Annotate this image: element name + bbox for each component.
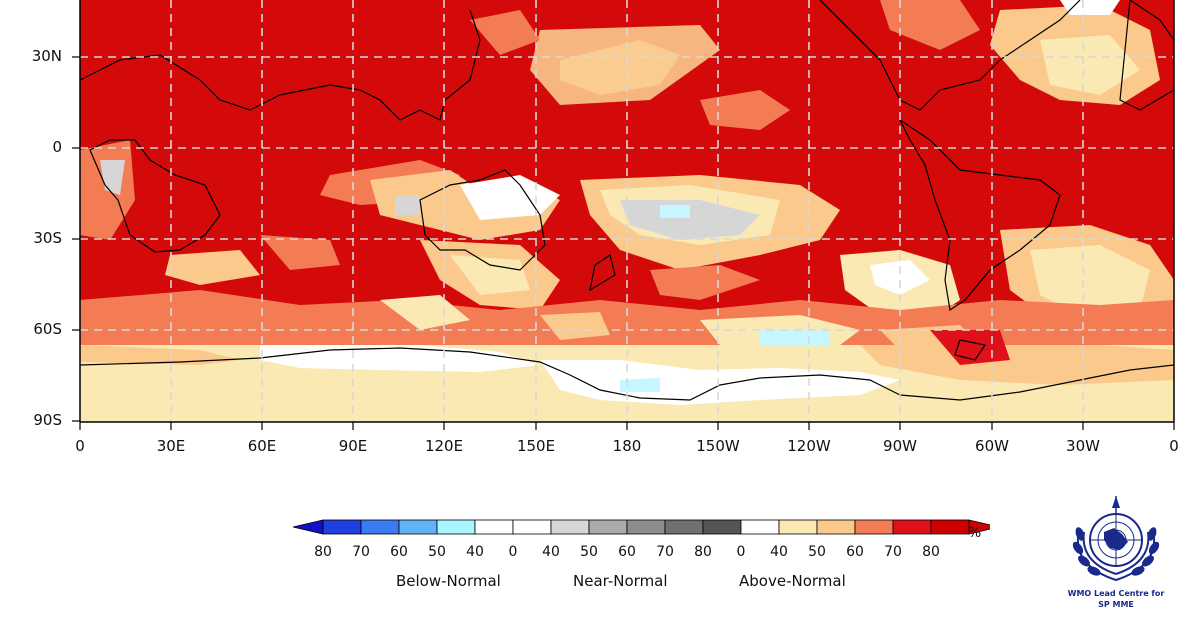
- colorbar-swatch: [322, 519, 362, 535]
- wmo-logo: WMO Lead Centre for SP MME: [1058, 492, 1174, 612]
- lon-label-30w: 30W: [1066, 437, 1100, 455]
- colorbar-tick-label: 70: [656, 544, 674, 560]
- colorbar-tick-label: 60: [618, 544, 636, 560]
- category-near-normal: Near-Normal: [573, 572, 668, 590]
- colorbar-tick-label: 0: [508, 544, 518, 560]
- colorbar-tick-label: 80: [314, 544, 332, 560]
- colorbar-tick-label: 80: [694, 544, 712, 560]
- axis-ticks: [72, 56, 1175, 430]
- colorbar-swatch: [550, 519, 590, 535]
- colorbar-swatch: [626, 519, 666, 535]
- colorbar-swatch: [816, 519, 856, 535]
- wmo-logo-line2: SP MME: [1098, 600, 1134, 609]
- colorbar-swatch: [930, 519, 970, 535]
- colorbar-swatch: [740, 519, 780, 535]
- colorbar-tick-label: 40: [770, 544, 788, 560]
- lon-label-120e: 120E: [424, 437, 464, 455]
- colorbar-swatch: [588, 519, 628, 535]
- colorbar-tick-label: 40: [466, 544, 484, 560]
- probability-blobs: [80, 0, 1174, 422]
- colorbar-tick-label: 0: [736, 544, 746, 560]
- colorbar-tick-label: 50: [428, 544, 446, 560]
- lon-label-60e: 60E: [247, 437, 277, 455]
- colorbar-swatch: [778, 519, 818, 535]
- lat-label-60s: 60S: [33, 320, 62, 338]
- wmo-emblem-icon: [1072, 496, 1160, 582]
- colorbar-legend: 80 70 60 50 40 0 40 50 60 70 80 0 40 50 60 70 80 Below-N…: [290, 515, 1000, 605]
- lon-label-150e: 150E: [516, 437, 556, 455]
- wmo-logo-line1: WMO Lead Centre for: [1067, 589, 1165, 598]
- colorbar-swatch: [436, 519, 476, 535]
- colorbar-tick-label: 70: [352, 544, 370, 560]
- category-below-normal: Below-Normal: [396, 572, 501, 590]
- colorbar-tick-label: 80: [922, 544, 940, 560]
- lat-label-0: 0: [52, 138, 62, 156]
- gridlines: [80, 0, 1174, 422]
- colorbar-tick-label: 50: [580, 544, 598, 560]
- colorbar-tick-label: 70: [884, 544, 902, 560]
- category-above-normal: Above-Normal: [739, 572, 846, 590]
- lat-label-30s: 30S: [33, 229, 62, 247]
- colorbar-swatch: [664, 519, 704, 535]
- colorbar-tick-label: 50: [808, 544, 826, 560]
- colorbar-swatch: [474, 519, 514, 535]
- coastlines: [80, 0, 1174, 401]
- colorbar-unit: %: [968, 525, 982, 541]
- lon-label-0-end: 0: [1169, 437, 1179, 455]
- lon-label-90w: 90W: [883, 437, 917, 455]
- forecast-map: 30N 0 30S 60S 90S 0 30E 60E 90E 120E 150…: [31, 0, 1179, 455]
- colorbar-swatch: [854, 519, 894, 535]
- map-svg: [72, 0, 1175, 430]
- colorbar-swatch: [702, 519, 742, 535]
- lat-label-90s: 90S: [33, 411, 62, 429]
- colorbar: [292, 519, 1000, 535]
- lon-label-30e: 30E: [156, 437, 186, 455]
- lon-label-90e: 90E: [338, 437, 368, 455]
- lon-label-60w: 60W: [975, 437, 1009, 455]
- lon-label-150w: 150W: [696, 437, 740, 455]
- colorbar-under-arrow: [292, 519, 324, 535]
- colorbar-swatch: [892, 519, 932, 535]
- wmo-logo-caption: WMO Lead Centre for SP MME: [1058, 588, 1174, 610]
- colorbar-tick-label: 60: [390, 544, 408, 560]
- lon-label-0: 0: [75, 437, 85, 455]
- colorbar-tick-label: 40: [542, 544, 560, 560]
- lon-label-120w: 120W: [787, 437, 831, 455]
- colorbar-tick-label: 60: [846, 544, 864, 560]
- colorbar-swatch: [360, 519, 400, 535]
- lon-label-180: 180: [612, 437, 642, 455]
- colorbar-swatch: [512, 519, 552, 535]
- colorbar-over-arrow: [968, 519, 1000, 535]
- colorbar-swatch: [398, 519, 438, 535]
- lat-label-30n: 30N: [31, 47, 62, 65]
